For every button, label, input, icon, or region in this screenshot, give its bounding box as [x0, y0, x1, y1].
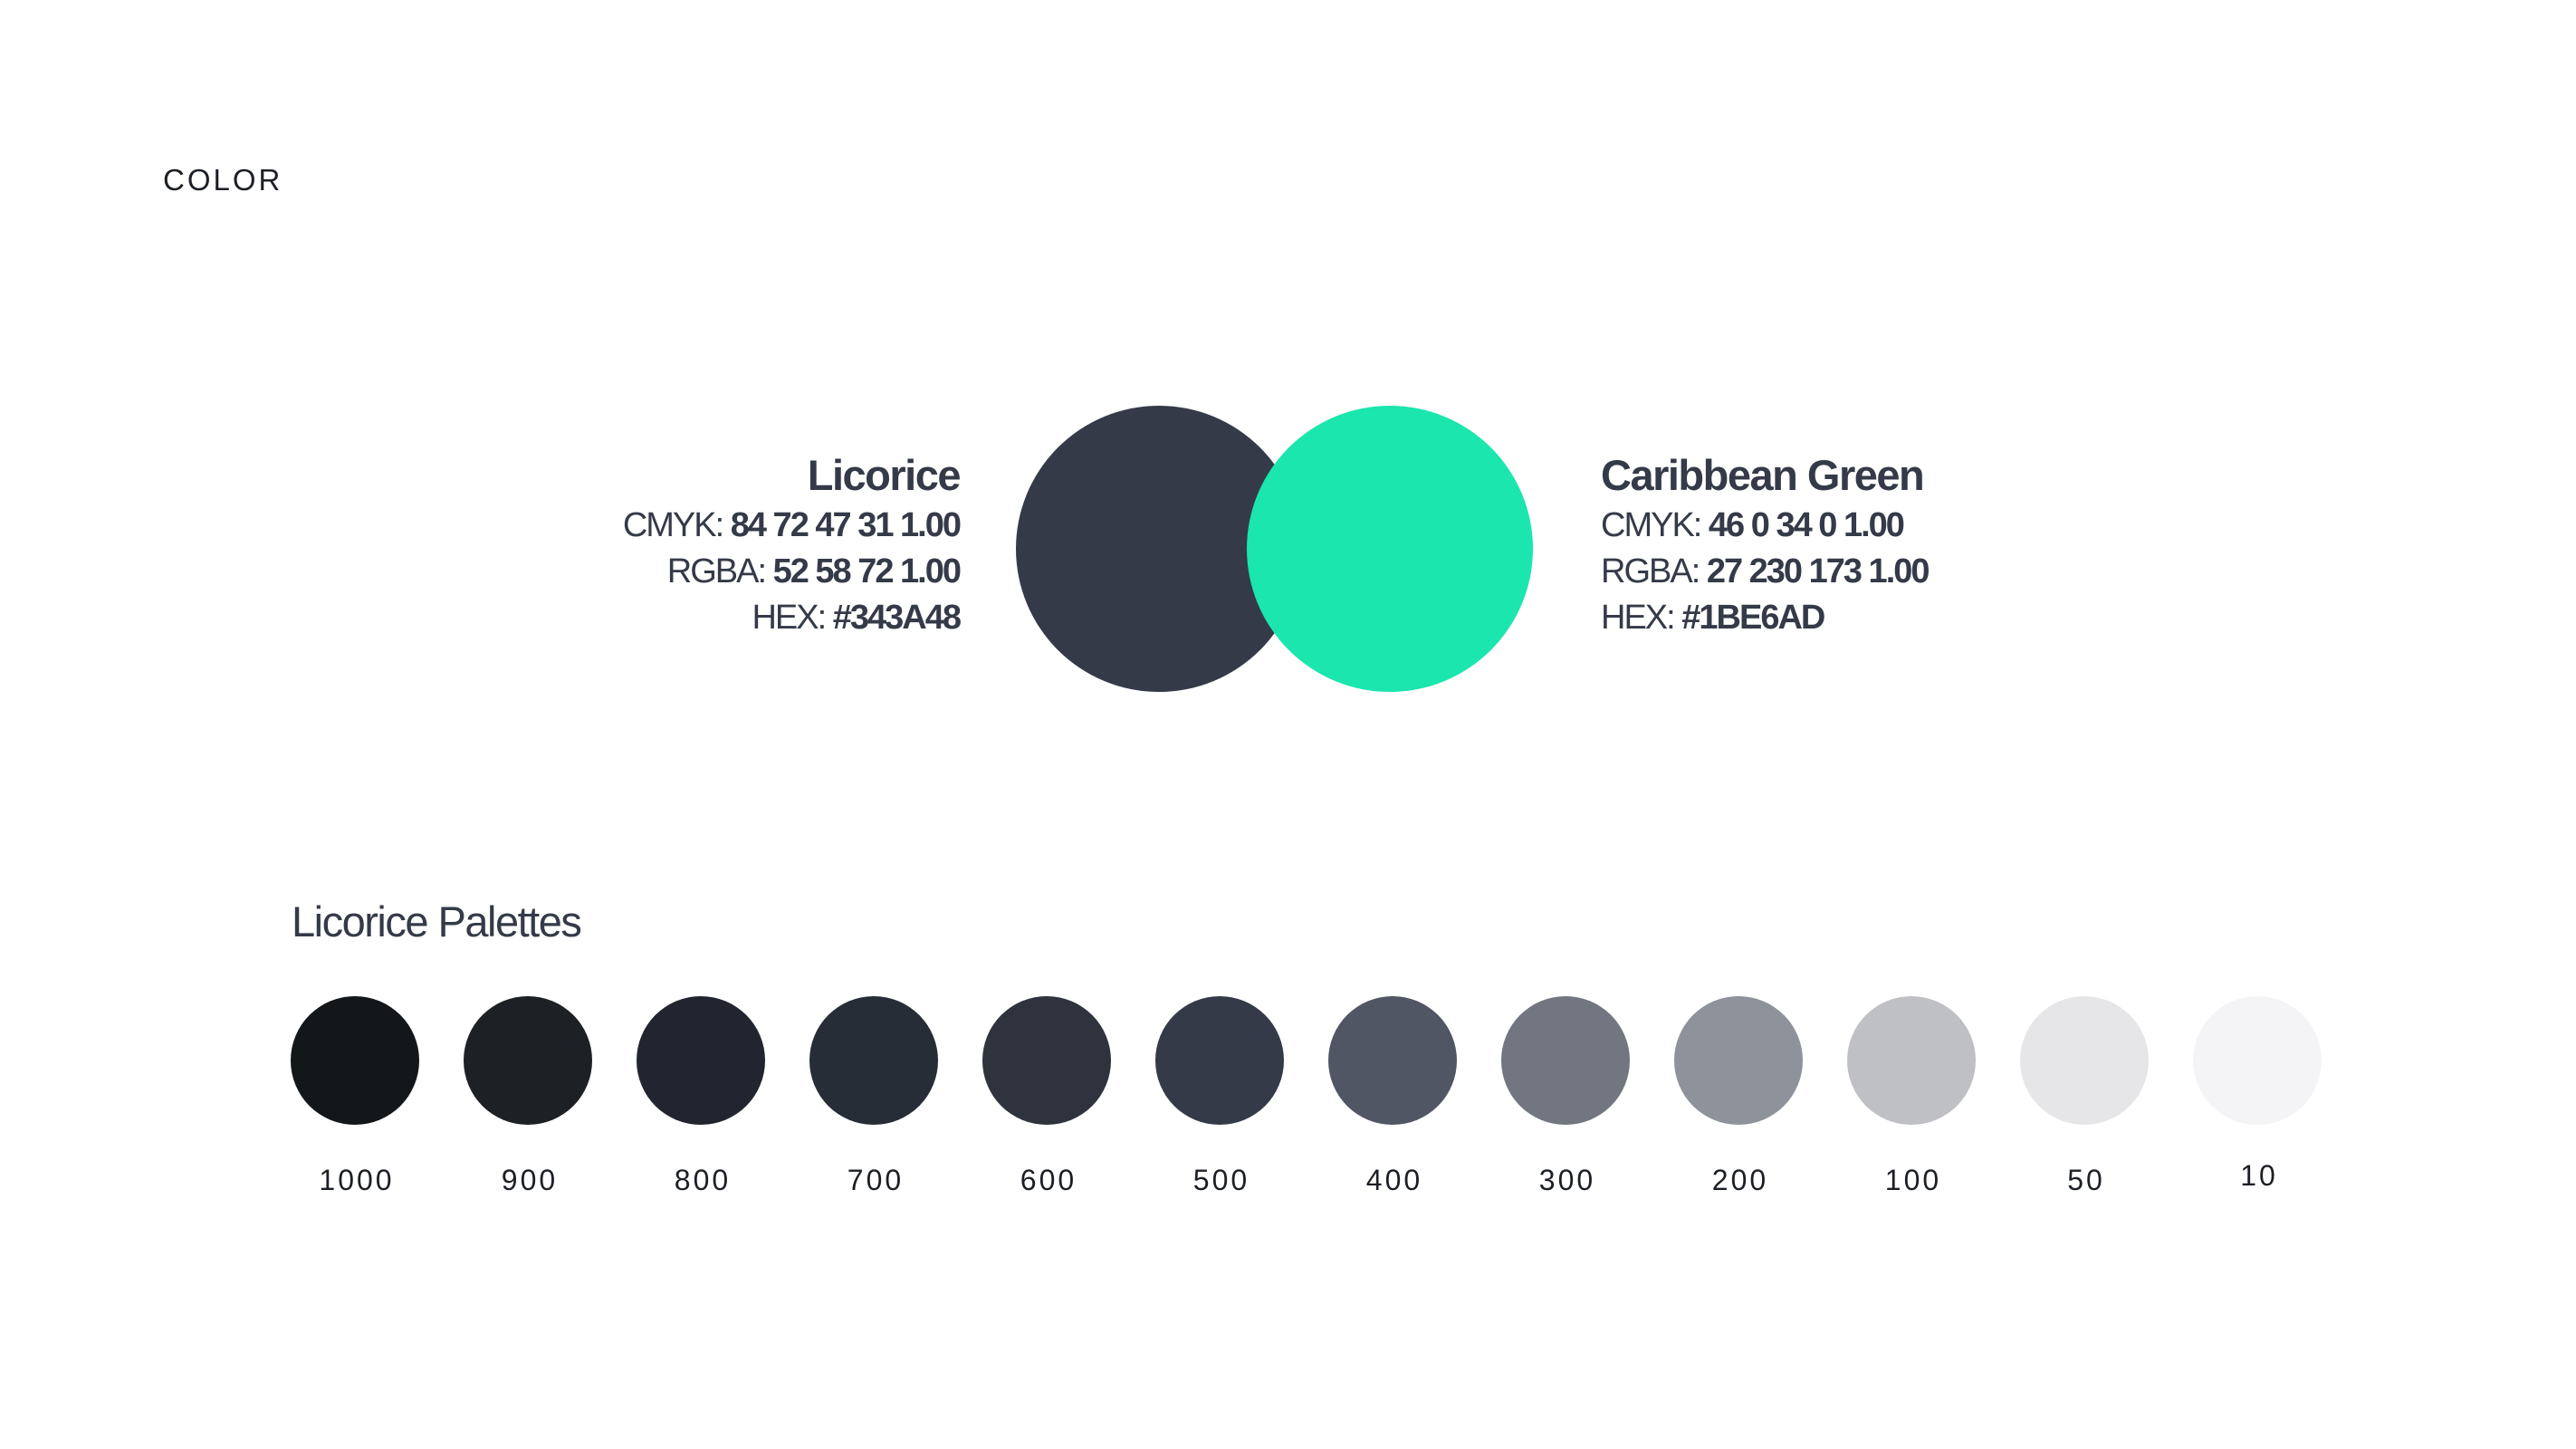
- palette-step-label: 100: [1884, 1164, 1942, 1196]
- palette-swatch-800: 800: [635, 996, 771, 1214]
- cmyk-label: CMYK:: [622, 506, 724, 544]
- palette-dot: [2193, 996, 2322, 1125]
- palette-swatch-400: 400: [1326, 996, 1462, 1214]
- hex-label: HEX:: [752, 599, 827, 637]
- palette-step-label: 200: [1711, 1164, 1769, 1196]
- palette-title: Licorice Palettes: [292, 897, 582, 945]
- palette-step-label: 1000: [319, 1164, 395, 1196]
- rgba-row: RGBA: 27 230 173 1.00: [1601, 549, 2072, 595]
- palette-step-label: 500: [1192, 1164, 1250, 1196]
- palette-step-label: 800: [674, 1164, 732, 1196]
- palette-swatch-700: 700: [808, 996, 943, 1214]
- cmyk-row: CMYK: 84 72 47 31 1.00: [489, 503, 962, 549]
- palette-swatch-1000: 1000: [289, 996, 425, 1214]
- rgba-row: RGBA: 52 58 72 1.00: [489, 549, 962, 595]
- palette-swatch-100: 100: [1845, 996, 1981, 1214]
- rgba-label: RGBA:: [666, 552, 767, 590]
- cmyk-row: CMYK: 46 0 34 0 1.00: [1601, 503, 2072, 549]
- hex-row: HEX: #1BE6AD: [1601, 595, 2072, 641]
- rgba-label: RGBA:: [1601, 552, 1700, 590]
- palette-swatch-600: 600: [981, 996, 1116, 1214]
- palette-dot: [2020, 996, 2149, 1125]
- palette-step-label: 50: [2067, 1164, 2105, 1196]
- palette-dot: [982, 996, 1111, 1125]
- palette-swatch-200: 200: [1672, 996, 1808, 1214]
- palette-swatch-300: 300: [1499, 996, 1635, 1214]
- palette-swatch-50: 50: [2018, 996, 2154, 1214]
- cmyk-value: 84 72 47 31 1.00: [730, 506, 962, 544]
- palette-dot: [1501, 996, 1630, 1125]
- palette-step-label: 300: [1538, 1164, 1596, 1196]
- palette-swatch-500: 500: [1154, 996, 1289, 1214]
- hex-label: HEX:: [1601, 599, 1676, 637]
- caribbean-green-swatch: [1247, 406, 1533, 692]
- page-title: COLOR: [163, 163, 283, 197]
- caribbean-green-info: Caribbean Green CMYK: 46 0 34 0 1.00 RGB…: [1601, 448, 2072, 641]
- palette-swatch-900: 900: [462, 996, 598, 1214]
- palette-dot: [1847, 996, 1976, 1125]
- palette-step-label: 600: [1020, 1164, 1077, 1196]
- palette-step-label: 900: [501, 1164, 559, 1196]
- rgba-value: 27 230 173 1.00: [1706, 552, 1930, 590]
- palette-step-label: 10: [2240, 1159, 2278, 1192]
- palette-dot: [1155, 996, 1284, 1125]
- palette-swatch-10: 10: [2191, 996, 2327, 1214]
- hex-value: #1BE6AD: [1681, 599, 1825, 637]
- palette-dot: [637, 996, 765, 1125]
- palette-dot: [1674, 996, 1803, 1125]
- cmyk-value: 46 0 34 0 1.00: [1708, 506, 1905, 544]
- licorice-info: Licorice CMYK: 84 72 47 31 1.00 RGBA: 52…: [489, 448, 962, 641]
- color-name: Caribbean Green: [1601, 451, 1925, 499]
- palette-dot: [1328, 996, 1457, 1125]
- palette-dot: [291, 996, 419, 1125]
- palette-dot: [809, 996, 938, 1125]
- palette-dot: [464, 996, 592, 1125]
- licorice-palette: 1000 900 800 700 600 500 400 300 200 100 50 10: [289, 996, 2371, 1214]
- color-name: Licorice: [807, 451, 962, 499]
- cmyk-label: CMYK:: [1601, 506, 1702, 544]
- hex-value: #343A48: [832, 599, 962, 637]
- rgba-value: 52 58 72 1.00: [772, 552, 962, 590]
- palette-step-label: 400: [1365, 1164, 1423, 1196]
- palette-step-label: 700: [847, 1164, 905, 1196]
- hex-row: HEX: #343A48: [489, 595, 962, 641]
